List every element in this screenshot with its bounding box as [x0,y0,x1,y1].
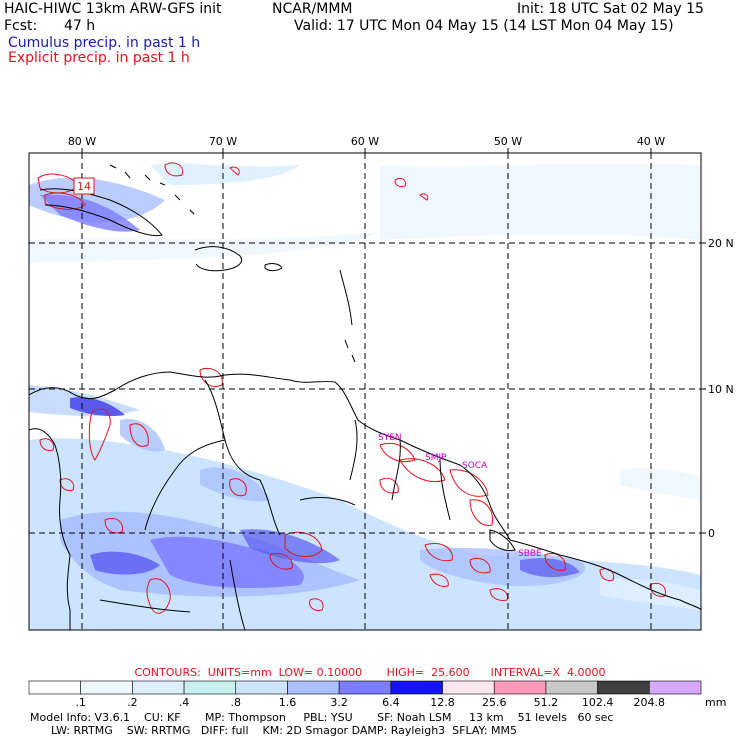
contours-label: CONTOURS: [134,666,201,679]
explicit-legend: Explicit precip. in past 1 h [8,50,190,66]
cumulus-legend: Cumulus precip. in past 1 h [8,35,201,51]
lon-label-50w: 50 W [494,135,522,148]
colorbar-cell [235,680,288,695]
valid-time: Valid: 17 UTC Mon 04 May 15 (14 LST Mon … [294,18,674,34]
colorbar-level-label: 204.8 [633,696,666,709]
colorbar-level-label: .2 [127,696,138,709]
colorbar-level-label: .1 [75,696,86,709]
lat-label-0: 0 [708,527,715,540]
colorbar-cell [287,680,340,695]
lon-label-70w: 70 W [209,135,237,148]
station-label-smjp: SMJP [425,453,447,463]
lat-lon-grid [29,153,701,630]
colorbar-cell [545,680,598,695]
contours-high: HIGH= 25.600 [386,666,470,679]
colorbar-level-label: 102.4 [581,696,614,709]
model-info-line1: Model Info: V3.6.1 CU: KF MP: Thompson P… [30,711,614,724]
station-label-sbbe: SBBE [518,549,542,559]
colorbar-level-label: 6.4 [382,696,400,709]
colorbar-level-label: 25.6 [481,696,507,709]
colorbar-cell [132,680,185,695]
contours-info: CONTOURS: UNITS=mm LOW= 0.10000 HIGH= 25… [0,666,740,679]
lat-label-20n: 20 N [708,237,734,250]
axis-ticks [81,148,706,534]
colorbar-cell [442,680,495,695]
colorbar-unit: mm [705,696,727,709]
colorbar-cell [80,680,133,695]
colorbar-cell [183,680,237,695]
contours-low: LOW= 0.10000 [278,666,363,679]
init-time: Init: 18 UTC Sat 02 May 15 [517,1,704,17]
marker-box [73,177,95,195]
colorbar-cell [390,680,443,695]
coastlines [29,164,701,630]
lon-label-60w: 60 W [351,135,379,148]
lon-label-40w: 40 W [637,135,665,148]
explicit-precip-contours [37,162,667,614]
colorbar-level-label: .4 [178,696,190,709]
marker-label: 14 [77,180,91,193]
colorbar-cell [28,680,81,695]
colorbar-level-label: 1.6 [278,696,297,709]
colorbar-level-label: 12.8 [430,696,455,709]
center-name: NCAR/MMM [272,1,353,17]
forecast-hour: 47 h [64,18,96,34]
forecast-label: Fcst: [4,18,38,34]
contours-units: UNITS=mm [207,666,272,679]
colorbar-cell [649,680,702,695]
colorbar-cell [493,680,547,695]
contours-interval: INTERVAL=X 4.0000 [490,666,606,679]
colorbar-level-label: 51.2 [533,696,559,709]
model-title: HAIC-HIWC 13km ARW-GFS init [4,1,222,17]
lon-label-80w: 80 W [68,135,96,148]
lat-label-10n: 10 N [708,383,734,396]
station-label-syen: SYEN [378,433,402,443]
model-info-line2: LW: RRTMG SW: RRTMG DIFF: full KM: 2D Sm… [30,724,517,737]
station-label-soca: SOCA [462,461,488,471]
colorbar-level-label: .8 [230,696,242,709]
colorbar-cell [338,680,392,695]
colorbar-level-label: 3.2 [330,696,348,709]
colorbar-cell [597,680,650,695]
